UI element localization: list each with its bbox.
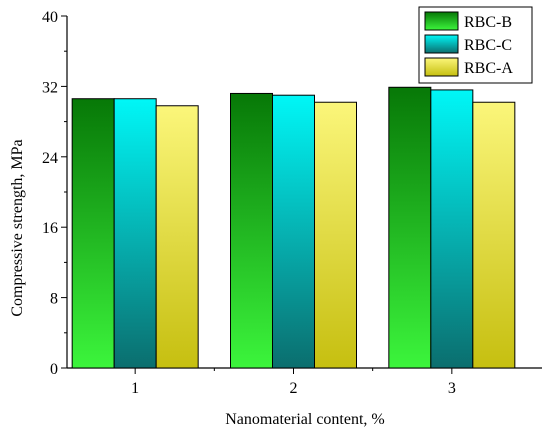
x-axis: 1 2 3 <box>131 368 456 397</box>
y-tick-label: 0 <box>50 361 58 378</box>
legend-swatch-rbc-a <box>424 57 459 77</box>
bar-rbc-a-1 <box>155 105 199 369</box>
x-tick-label: 3 <box>448 380 456 397</box>
x-tick-label: 2 <box>290 380 298 397</box>
bar-rbc-c-2 <box>272 94 315 369</box>
x-tick-label: 1 <box>131 380 139 397</box>
y-tick-label: 16 <box>42 220 58 237</box>
legend-label-rbc-c: RBC-C <box>464 37 512 54</box>
legend: RBC-B RBC-C RBC-A <box>418 6 533 84</box>
legend-swatch-rbc-b <box>424 11 459 31</box>
legend-label-rbc-a: RBC-A <box>464 60 513 77</box>
bar-rbc-b-1 <box>71 98 115 369</box>
bars-group <box>71 86 516 369</box>
y-tick-label: 8 <box>50 291 58 308</box>
bar-rbc-a-2 <box>314 101 357 369</box>
bar-rbc-b-2 <box>230 92 273 369</box>
y-axis-title: Compressive strength, MPa <box>9 139 26 316</box>
y-tick-label: 40 <box>42 9 58 26</box>
legend-label-rbc-b: RBC-B <box>464 14 512 31</box>
y-axis: 0 8 16 24 32 40 <box>42 9 67 378</box>
legend-swatch-rbc-c <box>424 34 459 54</box>
bar-rbc-c-3 <box>430 89 474 369</box>
y-tick-label: 32 <box>42 79 58 96</box>
x-axis-title: Nanomaterial content, % <box>225 411 385 428</box>
bar-rbc-b-3 <box>388 86 432 369</box>
bar-rbc-c-1 <box>113 98 157 369</box>
bar-rbc-a-3 <box>472 101 516 369</box>
y-tick-label: 24 <box>42 150 58 167</box>
